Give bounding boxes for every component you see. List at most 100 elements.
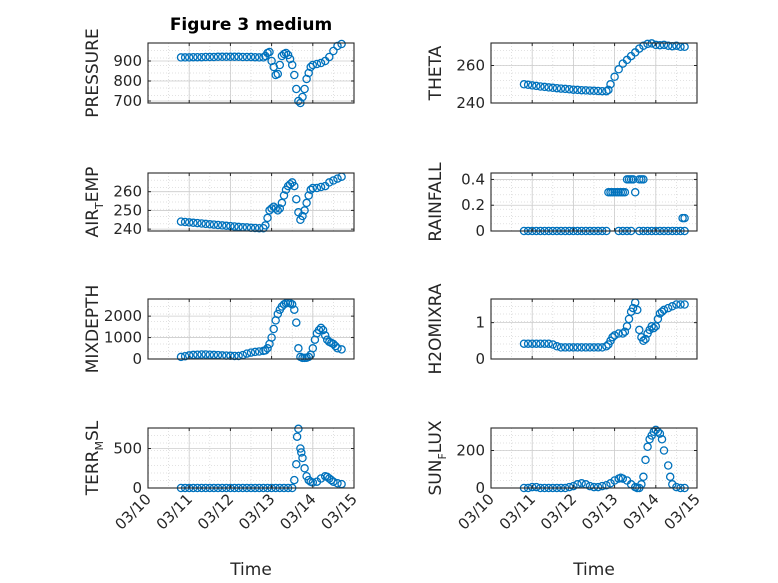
data-point <box>618 329 628 338</box>
data-point <box>610 331 619 340</box>
x-axis-label-left: Time <box>229 560 272 580</box>
data-point <box>655 40 665 50</box>
y-tick-label: 1000 <box>104 329 142 347</box>
data-point <box>641 455 650 465</box>
y-tick-label: 200 <box>456 442 485 460</box>
subplot-row1-right: 240 260 THETA <box>426 39 698 112</box>
data-point <box>308 183 318 193</box>
data-point <box>292 460 301 469</box>
data-point <box>643 39 652 49</box>
data-point <box>333 344 342 353</box>
data-point <box>604 85 613 95</box>
data-point <box>294 344 303 353</box>
y-axis-label: THETA <box>426 45 446 101</box>
axes-frame <box>490 172 698 232</box>
data-point <box>298 453 307 463</box>
data-point <box>536 82 545 91</box>
x-tick-label: 03/12 <box>194 490 237 533</box>
y-tick-label: 0 <box>475 350 485 368</box>
data-point <box>234 351 243 361</box>
axes-frame <box>147 298 355 360</box>
x-tick-label: 03/11 <box>153 490 196 533</box>
data-point <box>639 175 648 184</box>
y-axis-label: SUNFLUX <box>426 420 449 495</box>
data-point <box>265 47 274 57</box>
data-point <box>277 198 287 208</box>
y-tick-label: 240 <box>113 220 142 238</box>
data-point <box>556 343 566 352</box>
data-point <box>593 343 603 352</box>
data-point <box>271 204 280 213</box>
data-point <box>540 82 549 92</box>
data-point <box>300 84 309 94</box>
data-point <box>222 221 231 231</box>
data-point <box>285 179 295 189</box>
data-point <box>585 343 595 352</box>
data-point <box>197 219 206 228</box>
data-point <box>329 176 338 185</box>
data-point <box>585 86 595 95</box>
axes-frame <box>490 42 698 104</box>
data-point <box>193 350 202 359</box>
data-point <box>544 83 553 92</box>
data-point <box>250 223 260 233</box>
data-point <box>676 300 685 309</box>
y-tick-label: 2000 <box>104 307 142 325</box>
data-point <box>659 305 669 315</box>
data-point <box>602 342 611 351</box>
data-point <box>222 52 231 62</box>
data-point <box>519 80 529 89</box>
data-point <box>536 339 545 348</box>
y-tick-label: 260 <box>113 183 142 201</box>
data-point <box>316 58 326 68</box>
data-point <box>602 86 611 96</box>
data-point <box>523 80 533 90</box>
data-point <box>643 442 652 452</box>
data-point <box>565 85 574 94</box>
data-point <box>620 188 630 197</box>
data-point <box>312 183 322 193</box>
data-point <box>569 481 578 491</box>
data-point <box>651 322 661 331</box>
x-tick-label: 03/14 <box>619 490 662 533</box>
y-tick-label: 250 <box>113 201 142 219</box>
y-tick-label: 0.2 <box>461 196 485 214</box>
data-point <box>569 85 578 94</box>
data-point <box>639 336 648 346</box>
data-point <box>290 181 299 191</box>
data-point <box>184 218 194 227</box>
data-point <box>318 325 328 335</box>
data-point <box>628 175 638 184</box>
data-point <box>663 41 673 51</box>
data-point <box>290 475 299 485</box>
data-point <box>193 218 202 228</box>
axes-frame <box>490 427 698 489</box>
y-tick-label: 500 <box>113 440 142 458</box>
data-point <box>532 81 541 91</box>
data-point <box>201 52 210 62</box>
data-point <box>298 211 307 221</box>
data-point <box>250 52 260 62</box>
data-point <box>337 345 346 354</box>
y-tick-label: 240 <box>456 94 485 112</box>
data-point <box>608 332 617 342</box>
data-point <box>180 217 190 227</box>
data-point <box>630 188 640 197</box>
subplot-row1-left: 700 800 900 PRESSURE <box>83 28 355 118</box>
data-point <box>325 178 334 187</box>
data-point <box>647 322 656 331</box>
data-point <box>292 318 301 327</box>
y-axis-label: PRESSURE <box>83 28 103 117</box>
y-tick-label: 260 <box>456 57 485 75</box>
data-point <box>523 339 533 348</box>
data-point <box>635 325 644 335</box>
data-point <box>651 40 661 50</box>
y-tick-label: 0 <box>132 350 142 368</box>
data-point <box>552 83 562 93</box>
data-point <box>653 314 663 324</box>
data-point <box>548 340 558 349</box>
data-point <box>552 342 562 351</box>
data-point <box>639 41 648 51</box>
data-point <box>581 343 591 352</box>
